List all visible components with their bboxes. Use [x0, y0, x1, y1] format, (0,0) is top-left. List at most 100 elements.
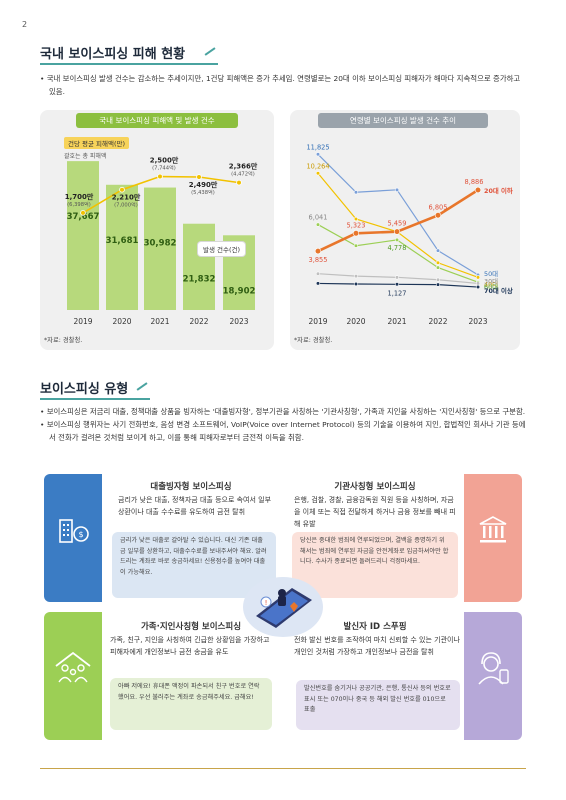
series-point: [315, 222, 321, 227]
bar-value-label: 30,982: [144, 239, 177, 249]
bar-value-label: 31,681: [106, 236, 139, 246]
x-tick-label: 2022: [428, 317, 447, 326]
point-label-20-2019: 3,855: [309, 256, 328, 264]
line-point: [236, 179, 242, 186]
x-tick-label: 2021: [150, 317, 169, 326]
card-caller-body: 전화 발신 번호를 조작하여 마치 신뢰할 수 있는 기관이나 개인인 것처럼 …: [294, 636, 460, 656]
bank-building-icon: $: [59, 519, 89, 543]
line-point: [157, 173, 163, 180]
series-point: [435, 282, 441, 287]
card-agency-body: 은행, 검찰, 경찰, 금융감독원 직원 등을 사칭하며, 자금을 이체 또는 …: [294, 496, 456, 528]
card-loan-quote: 금리가 낮은 대출로 갈아탈 수 있습니다. 대신 기존 대출금 일부를 상환하…: [112, 532, 276, 598]
card-agency: 기관사칭형 보이스피싱 은행, 검찰, 경찰, 금융감독원 직원 등을 사칭하며…: [286, 474, 522, 602]
x-tick-label: 2023: [468, 317, 487, 326]
series-end-label: 30대: [484, 277, 498, 285]
total-damage-label: (7,000억): [114, 201, 138, 209]
series-point: [394, 282, 400, 287]
series-end-label: 60대: [484, 283, 498, 291]
series-point: [315, 281, 321, 286]
total-damage-label: (6,398억): [67, 200, 91, 208]
total-damage-label: (7,744억): [152, 164, 176, 172]
card-agency-band: [464, 474, 522, 602]
series-end-label: 20대 이하: [484, 186, 513, 195]
series-point: [394, 237, 400, 243]
section1-bullets: • 국내 보이스피싱 발생 건수는 감소하는 추세이지만, 1건당 피해액은 증…: [40, 72, 526, 98]
series-end-label: 50대: [484, 270, 498, 278]
footer-rule: [40, 768, 526, 769]
card-agency-title: 기관사칭형 보이스피싱: [334, 482, 416, 492]
card-loan: $ 대출빙자형 보이스피싱 금리가 낮은 대출, 정책자금 대출 등으로 속여서…: [44, 474, 280, 602]
series-point: [394, 187, 400, 192]
hacker-phone-icon: !: [243, 577, 323, 637]
chart-damage-title: 국내 보이스피싱 피해액 및 발생 건수: [76, 113, 238, 128]
series-point: [475, 284, 481, 290]
x-tick-label: 2020: [346, 317, 365, 326]
line-value-label: 2,210만: [112, 193, 141, 202]
bar-value-label: 21,832: [183, 275, 216, 285]
chart-age-title: 연령별 보이스피싱 발생 건수 추이: [318, 113, 488, 128]
line-point: [196, 174, 202, 180]
total-damage-label: (4,472억): [231, 170, 255, 178]
point-label-60-2021: 4,778: [388, 244, 407, 252]
series-point: [353, 243, 359, 248]
card-caller-band: [464, 612, 522, 740]
card-caller-id: 발신자 ID 스푸핑 전화 발신 번호를 조작하여 마치 신뢰할 수 있는 기관…: [286, 612, 522, 740]
point-label-20-2020: 5,323: [347, 221, 366, 229]
bullet-technique: • 보이스피싱 행위자는 사기 전화번호, 음성 변경 소프트웨어, VoIP(…: [40, 420, 526, 442]
card-loan-body: 금리가 낮은 대출, 정책자금 대출 등으로 속여서 일부 상환이나 대출 수수…: [118, 496, 272, 516]
series-point: [353, 281, 359, 287]
legend-case-count: 발생 건수(건): [198, 242, 246, 256]
bullet-summary: • 국내 보이스피싱 발생 건수는 감소하는 추세이지만, 1건당 피해액은 증…: [40, 74, 521, 96]
series-point: [315, 171, 321, 176]
chart-damage-svg: 37,667 2019 31,681 2020 30,982 2021 21,832 2022…: [65, 156, 258, 326]
bar-case-count: [67, 161, 99, 310]
x-tick-label: 2021: [387, 317, 406, 326]
page-number: 2: [22, 20, 28, 29]
title-underline-accent: [204, 47, 222, 64]
bar-case-count: [106, 184, 138, 310]
section-title-text: 국내 보이스피싱 피해 현황: [40, 47, 186, 62]
series-point: [352, 230, 360, 237]
card-loan-band: $: [44, 474, 102, 602]
series-point: [435, 260, 441, 265]
series-point: [353, 216, 359, 222]
card-caller-quote: 발신번호를 숨기거나 공공기관, 은행, 통신사 등의 번호로 표시 또는 07…: [296, 680, 460, 730]
point-label-70-2021: 1,127: [388, 289, 407, 297]
card-family: 가족·지인사칭형 보이스피싱 가족, 친구, 지인을 사칭하여 긴급한 상황임을…: [44, 612, 280, 740]
headset-operator-icon: [478, 652, 509, 685]
section-title-types: 보이스피싱 유형: [40, 378, 128, 397]
series-end-label: 40대: [484, 280, 498, 288]
series-point: [353, 190, 359, 195]
bar-value-label: 18,902: [223, 286, 256, 296]
card-caller-title: 발신자 ID 스푸핑: [343, 622, 407, 632]
series-point: [474, 186, 482, 194]
line-value-label: 2,500만: [150, 156, 179, 165]
x-tick-label: 2020: [112, 317, 131, 326]
total-damage-label: (5,438억): [191, 188, 215, 196]
government-building-icon: [479, 516, 507, 543]
series-point: [434, 212, 442, 219]
phishing-illustration: !: [240, 574, 326, 640]
legend-avg-damage: 건당 평균 피해액(만): [64, 137, 130, 149]
card-agency-quote: 당신은 중대한 범죄에 연루되었으며, 결백을 증명하기 위해서는 범죄에 연루…: [292, 532, 458, 598]
section-title-damage-status: 국내 보이스피싱 피해 현황: [40, 43, 185, 62]
series-end-label: 70대 이상: [484, 286, 513, 295]
title-underline: [40, 398, 150, 400]
bar-case-count: [183, 223, 215, 310]
line-value-label: 2,366만: [229, 162, 258, 171]
x-tick-label: 2019: [73, 317, 92, 326]
line-value-label: 2,490만: [189, 180, 218, 189]
series-point: [435, 248, 441, 253]
x-tick-label: 2019: [308, 317, 327, 326]
chart-age-panel: 연령별 보이스피싱 발생 건수 추이 2019 2020 2021 2022 2023 5…: [290, 110, 520, 350]
section-title-text: 보이스피싱 유형: [40, 382, 129, 397]
svg-text:$: $: [78, 530, 83, 539]
card-family-band: [44, 612, 102, 740]
series-line-50대: [317, 153, 479, 276]
series-point: [314, 248, 322, 255]
point-label-20-2022: 6,805: [429, 203, 448, 211]
series-point: [394, 275, 400, 280]
point-label-20-2023: 8,886: [465, 178, 484, 186]
point-label-20-2021: 5,459: [388, 220, 407, 228]
